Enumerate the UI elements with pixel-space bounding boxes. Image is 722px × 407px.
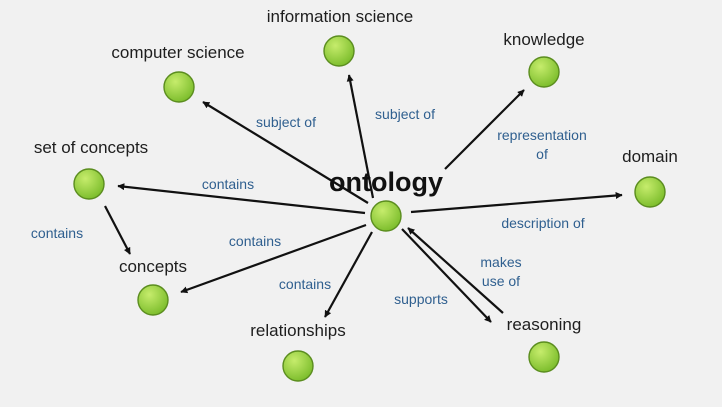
node-reasoning[interactable] <box>528 341 560 373</box>
node-ontology[interactable] <box>370 200 402 232</box>
node-label-ontology: ontology <box>329 167 443 197</box>
edges-layer <box>104 74 623 323</box>
edge-set-of-concepts-to-concepts <box>104 205 131 255</box>
node-label-information-science: information science <box>267 7 413 26</box>
node-labels-layer: ontology information science computer scie… <box>34 7 678 340</box>
node-label-set-of-concepts: set of concepts <box>34 138 148 157</box>
edge-label-ontology-to-domain: description of <box>501 215 584 231</box>
edge-label-ontology-to-computer-science: subject of <box>256 114 316 130</box>
node-label-relationships: relationships <box>250 321 345 340</box>
edge-label-line: description of <box>501 215 584 231</box>
edge-label-ontology-to-set-of-concepts: contains <box>202 176 254 192</box>
edge-ontology-to-information-science <box>346 74 375 199</box>
edge-label-line: contains <box>202 176 254 192</box>
node-set-of-concepts[interactable] <box>73 168 105 200</box>
node-label-domain: domain <box>622 147 678 166</box>
edge-ontology-to-set-of-concepts <box>117 183 366 215</box>
edge-label-ontology-to-knowledge: representation of <box>497 127 587 162</box>
edge-ontology-to-computer-science <box>202 101 369 204</box>
edge-label-line: subject of <box>375 106 435 122</box>
edge-label-set-of-concepts-to-concepts: contains <box>31 225 83 241</box>
node-computer-science[interactable] <box>163 71 195 103</box>
edge-ontology-to-reasoning <box>401 228 492 323</box>
edge-label-line: supports <box>394 291 448 307</box>
nodes-layer <box>73 35 666 382</box>
edge-label-line: subject of <box>256 114 316 130</box>
edge-label-line: representation <box>497 127 587 143</box>
edge-label-ontology-to-concepts: contains <box>229 233 281 249</box>
edge-labels-layer: subject of subject of representation of cont… <box>31 106 587 307</box>
node-relationships[interactable] <box>282 350 314 382</box>
edge-label-ontology-to-relationships: contains <box>279 276 331 292</box>
edge-label-reasoning-to-ontology: makes use of <box>480 254 521 289</box>
edge-label-ontology-to-reasoning: supports <box>394 291 448 307</box>
node-domain[interactable] <box>634 176 666 208</box>
edge-reasoning-to-ontology <box>407 227 504 314</box>
edge-ontology-to-knowledge <box>444 89 525 170</box>
edge-label-line: of <box>536 146 548 162</box>
edge-label-line: use of <box>482 273 520 289</box>
edge-label-line: makes <box>480 254 521 270</box>
node-label-knowledge: knowledge <box>503 30 584 49</box>
edge-ontology-to-relationships <box>324 231 373 318</box>
edge-ontology-to-domain <box>410 192 623 214</box>
node-concepts[interactable] <box>137 284 169 316</box>
edge-ontology-to-concepts <box>180 223 367 294</box>
edge-label-ontology-to-information-science: subject of <box>375 106 435 122</box>
node-label-computer-science: computer science <box>111 43 244 62</box>
node-label-reasoning: reasoning <box>507 315 582 334</box>
edge-label-line: contains <box>229 233 281 249</box>
edge-label-line: contains <box>31 225 83 241</box>
node-label-concepts: concepts <box>119 257 187 276</box>
node-information-science[interactable] <box>323 35 355 67</box>
node-knowledge[interactable] <box>528 56 560 88</box>
edge-label-line: contains <box>279 276 331 292</box>
